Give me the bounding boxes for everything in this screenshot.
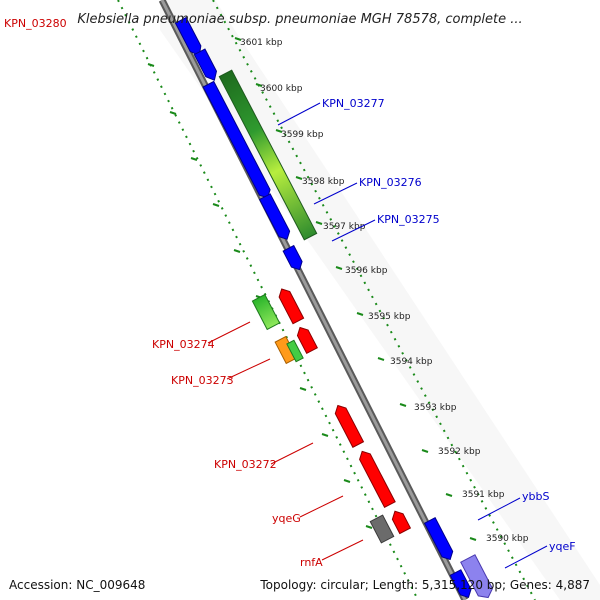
gene-feature-cds[interactable] (193, 48, 219, 83)
tick-label: 3593 kbp (414, 403, 457, 413)
gene-feature-cds[interactable] (333, 403, 365, 448)
gene-feature-cds[interactable] (258, 193, 293, 242)
gene-label-rnfa[interactable]: rnfA (300, 556, 323, 569)
outer-dotted-track (212, 0, 536, 600)
tick-label: 3592 kbp (438, 447, 481, 457)
gene-feature-cds[interactable] (460, 554, 496, 600)
map-title: Klebsiella pneumoniae subsp. pneumoniae … (77, 12, 522, 27)
tick-marks (147, 37, 477, 541)
dotted-tracks (117, 0, 536, 600)
tick-label: 3600 kbp (260, 84, 303, 94)
gene-feature-cds[interactable] (357, 449, 396, 509)
gene-feature-cds[interactable] (276, 286, 305, 325)
accession-text: Accession: NC_009648 (9, 578, 146, 592)
gene-feature-pseudo[interactable] (369, 514, 395, 544)
gene-feature-cds[interactable] (449, 569, 474, 600)
tick-label: 3595 kbp (368, 312, 411, 322)
gene-label-kpn-03277[interactable]: KPN_03277 (322, 97, 385, 110)
gene-feature-cds[interactable] (202, 80, 273, 200)
gene-label-kpn-03274[interactable]: KPN_03274 (152, 338, 215, 351)
tick-label: 3601 kbp (240, 38, 283, 48)
gene-label-kpn-03280[interactable]: KPN_03280 (4, 17, 67, 30)
tick-label: 3597 kbp (323, 222, 366, 232)
tick-label: 3596 kbp (345, 266, 388, 276)
gene-label-yqef[interactable]: yqeF (549, 540, 576, 553)
gene-feature-cds[interactable] (286, 339, 304, 363)
topology-text: Topology: circular; Length: 5,315,120 bp… (260, 578, 590, 592)
tick-label: 3599 kbp (281, 130, 324, 140)
gene-features[interactable] (174, 16, 496, 600)
gene-label-ybbs[interactable]: ybbS (522, 490, 549, 503)
tick-label: 3594 kbp (390, 357, 433, 367)
tick-labels: 3601 kbp 3600 kbp 3599 kbp 3598 kbp 3597… (240, 38, 529, 544)
tick-label: 3598 kbp (302, 177, 345, 187)
gene-label-kpn-03272[interactable]: KPN_03272 (214, 458, 277, 471)
gene-label-yqeg[interactable]: yqeG (272, 512, 301, 525)
label-leaders (207, 102, 548, 569)
gene-labels[interactable]: KPN_03280 KPN_03277 KPN_03276 KPN_03275 … (4, 17, 576, 569)
gene-feature-cds[interactable] (174, 16, 204, 58)
tick-label: 3591 kbp (462, 490, 505, 500)
gene-feature-cds[interactable] (295, 325, 318, 354)
gene-feature-rna[interactable] (218, 69, 318, 241)
gene-label-kpn-03273[interactable]: KPN_03273 (171, 374, 234, 387)
gene-label-kpn-03276[interactable]: KPN_03276 (359, 176, 422, 189)
tick-label: 3590 kbp (486, 534, 529, 544)
gene-feature-cds[interactable] (390, 508, 412, 535)
gene-feature-cds[interactable] (251, 293, 281, 331)
gene-label-kpn-03275[interactable]: KPN_03275 (377, 213, 440, 226)
gene-feature-cds[interactable] (423, 517, 456, 563)
gene-feature-cds[interactable] (282, 244, 305, 273)
